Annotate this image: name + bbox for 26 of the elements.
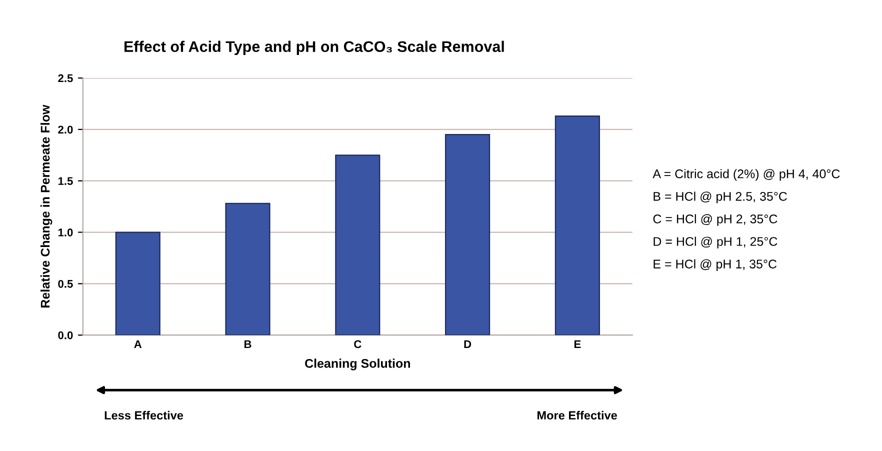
x-tick-label: D bbox=[464, 340, 472, 348]
x-axis-title: Cleaning Solution bbox=[305, 358, 410, 370]
bar bbox=[335, 154, 380, 336]
text: E = HCl @ pH 1, 35°C bbox=[654, 259, 777, 271]
text: C = HCl @ pH 2, 35°C bbox=[653, 214, 778, 226]
text: D = HCl @ pH 1, 25°C bbox=[654, 236, 778, 248]
text: Less Effective bbox=[104, 410, 184, 420]
y-tick-label: 2.0 bbox=[58, 126, 73, 134]
text: B = HCl @ pH 2.5, 35°C bbox=[654, 192, 787, 204]
bar bbox=[445, 134, 490, 336]
y-tick-label: 1.0 bbox=[58, 228, 73, 236]
bar bbox=[115, 232, 160, 336]
text: More Effective bbox=[538, 410, 618, 420]
x-tick-label: B bbox=[244, 340, 252, 348]
y-tick-label: 0.0 bbox=[58, 331, 73, 340]
chart-title: Effect of Acid Type and pH on CaCO₃ Scale Removal bbox=[124, 40, 504, 56]
y-tick-label: 0.5 bbox=[58, 280, 73, 288]
y-tick-label: 1.5 bbox=[58, 177, 73, 185]
y-axis-title: Relative Change in Permeate Flow bbox=[40, 104, 52, 308]
y-tick-label: 2.5 bbox=[58, 74, 73, 82]
x-tick-label: A bbox=[134, 340, 142, 348]
x-tick-label: C bbox=[354, 340, 362, 348]
bar bbox=[554, 116, 600, 336]
bar bbox=[225, 202, 270, 336]
x-tick-label: E bbox=[574, 340, 581, 348]
text: A = Citric acid (2%) @ pH 4, 40°C bbox=[652, 169, 840, 181]
